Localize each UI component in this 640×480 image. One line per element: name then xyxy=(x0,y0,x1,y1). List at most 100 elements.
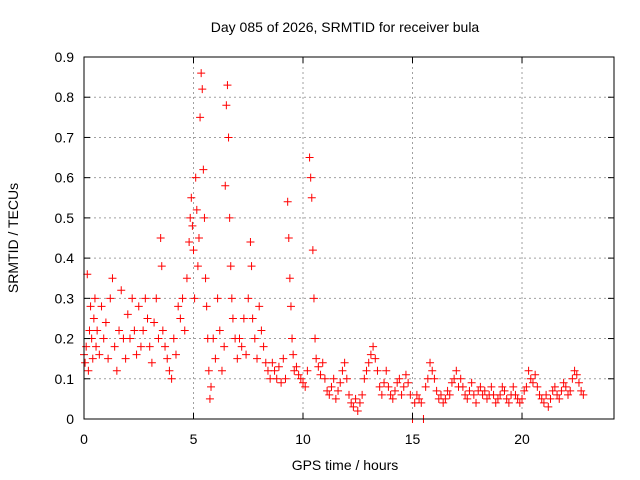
data-point xyxy=(342,374,351,383)
data-point xyxy=(338,366,347,375)
x-tick-label: 0 xyxy=(80,431,88,447)
data-point xyxy=(472,398,481,407)
data-point xyxy=(130,326,139,335)
data-point xyxy=(345,390,353,399)
data-point xyxy=(188,221,197,230)
data-point xyxy=(244,294,253,303)
grid-layer xyxy=(84,57,614,419)
x-tick-label: 15 xyxy=(405,431,421,447)
data-point xyxy=(84,366,93,375)
data-point xyxy=(194,234,203,242)
data-point xyxy=(305,153,314,162)
data-point xyxy=(123,310,132,319)
data-point xyxy=(325,390,334,399)
data-point xyxy=(247,262,256,271)
data-point xyxy=(246,238,255,247)
data-point xyxy=(577,386,586,395)
data-point xyxy=(334,386,343,395)
data-point xyxy=(178,294,187,303)
data-point xyxy=(380,378,389,387)
data-point xyxy=(189,246,198,255)
data-point xyxy=(201,274,210,283)
data-point xyxy=(502,394,511,403)
data-point xyxy=(518,394,527,403)
data-point xyxy=(579,390,588,399)
data-point xyxy=(197,69,206,78)
data-point xyxy=(445,390,454,399)
data-point xyxy=(320,374,329,383)
data-point xyxy=(306,173,315,182)
data-point xyxy=(369,342,378,351)
data-point xyxy=(458,382,467,391)
data-point xyxy=(274,362,283,371)
data-point xyxy=(143,314,152,323)
data-point xyxy=(564,390,573,399)
data-point xyxy=(373,366,382,375)
data-point xyxy=(355,398,364,407)
data-point xyxy=(150,318,159,327)
plot-frame xyxy=(83,56,615,420)
data-point xyxy=(257,326,266,335)
data-point xyxy=(316,370,325,379)
data-point xyxy=(308,246,317,255)
x-tick-label: 10 xyxy=(295,431,311,447)
data-point xyxy=(281,374,290,383)
data-point xyxy=(528,378,537,387)
data-point xyxy=(205,394,214,403)
x-tick-label: 20 xyxy=(514,431,530,447)
data-point xyxy=(443,386,452,395)
data-point xyxy=(90,294,99,303)
data-point xyxy=(237,342,246,351)
data-point xyxy=(415,394,424,403)
data-point xyxy=(222,101,231,110)
data-point xyxy=(366,350,375,359)
data-point xyxy=(176,314,185,323)
data-point xyxy=(211,354,220,363)
data-point xyxy=(511,390,520,399)
data-point xyxy=(141,294,150,303)
data-point xyxy=(152,294,161,303)
data-point xyxy=(382,366,391,375)
data-point xyxy=(283,197,292,206)
data-point xyxy=(161,342,170,351)
data-point xyxy=(187,193,196,202)
data-point xyxy=(223,81,232,90)
data-point xyxy=(340,358,349,367)
data-point xyxy=(156,234,165,242)
data-point xyxy=(112,366,121,375)
data-point xyxy=(93,326,102,335)
data-point xyxy=(299,378,308,387)
data-point xyxy=(550,382,559,391)
data-point xyxy=(491,398,500,407)
data-point xyxy=(351,394,360,403)
data-point xyxy=(186,213,195,222)
data-point xyxy=(207,382,216,391)
data-point xyxy=(268,358,277,367)
data-point xyxy=(395,374,404,383)
data-point xyxy=(239,314,248,323)
data-point xyxy=(362,366,371,375)
data-point xyxy=(226,262,235,271)
data-point xyxy=(225,213,234,222)
data-point xyxy=(480,386,489,395)
data-point xyxy=(318,358,327,367)
data-point xyxy=(364,358,373,367)
data-point xyxy=(384,382,393,391)
data-point xyxy=(279,354,288,363)
data-point xyxy=(439,398,448,407)
data-point xyxy=(215,326,224,335)
data-point xyxy=(542,390,551,399)
data-point xyxy=(157,262,166,271)
data-point xyxy=(456,374,465,383)
data-point xyxy=(248,314,257,323)
y-tick-label: 0.3 xyxy=(55,290,75,306)
data-point xyxy=(353,406,362,415)
data-point xyxy=(397,390,406,399)
data-point xyxy=(220,342,229,351)
data-point xyxy=(360,374,369,383)
data-point xyxy=(509,382,518,391)
data-point xyxy=(561,382,570,391)
data-point xyxy=(233,354,242,363)
data-point xyxy=(167,374,176,383)
